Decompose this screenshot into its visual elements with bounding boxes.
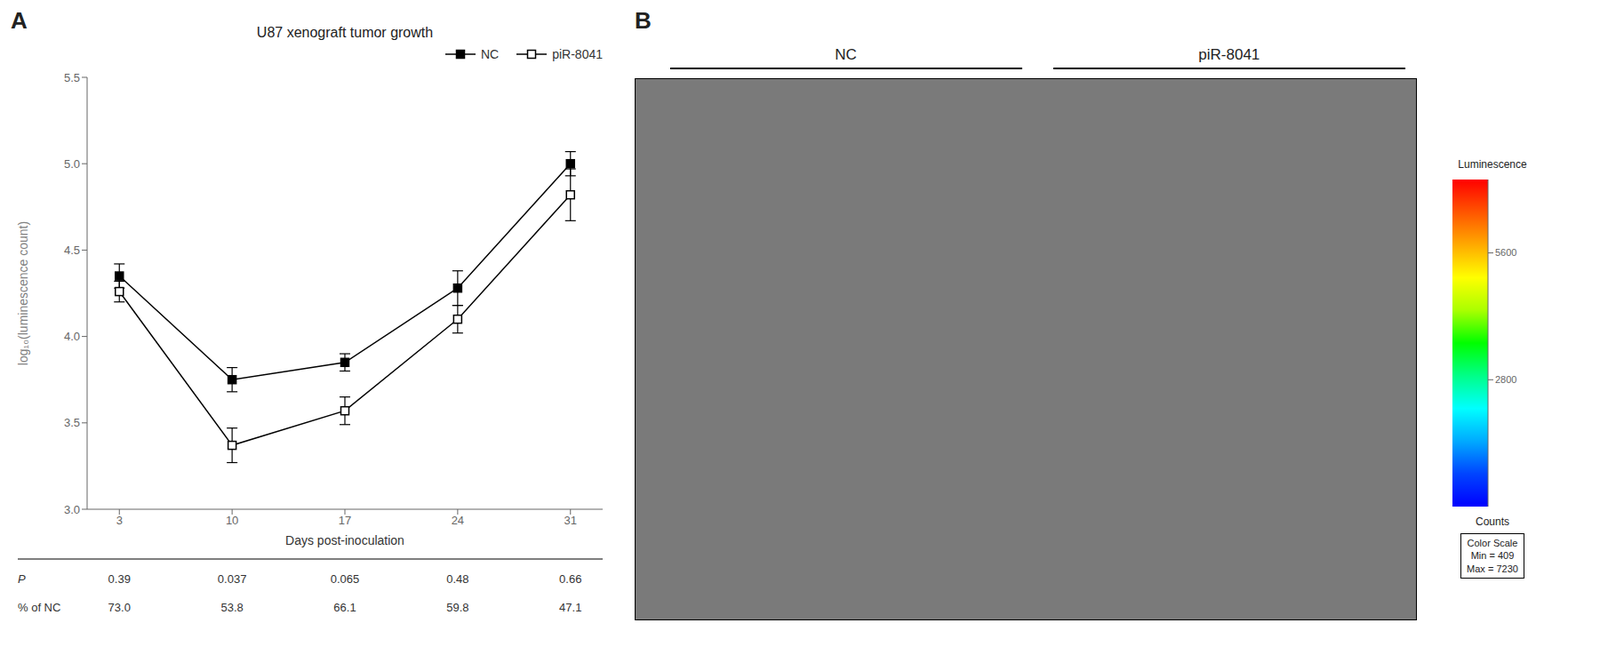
- html-text:Min = 409: Min = 409: [1470, 550, 1515, 562]
- svg-text:0.39: 0.39: [108, 572, 131, 586]
- svg-text:3.0: 3.0: [64, 503, 80, 517]
- svg-text:24: 24: [451, 513, 464, 528]
- svg-text:0.065: 0.065: [330, 572, 360, 586]
- svg-text:10: 10: [225, 513, 239, 528]
- svg-text:66.1: 66.1: [333, 600, 356, 615]
- svg-text:0.037: 0.037: [217, 572, 248, 586]
- svg-text:73.0: 73.0: [108, 600, 131, 615]
- svg-text:0.66: 0.66: [559, 572, 582, 586]
- html-text:Max = 7230: Max = 7230: [1466, 563, 1519, 574]
- svg-text:% of NC: % of NC: [17, 600, 61, 615]
- html-text:Counts: Counts: [1475, 515, 1510, 528]
- svg-text:47.1: 47.1: [559, 600, 582, 615]
- svg-text:31: 31: [564, 513, 577, 528]
- html-text:B: B: [634, 7, 652, 34]
- svg-text:53.8: 53.8: [220, 600, 243, 615]
- svg-text:17: 17: [338, 513, 352, 528]
- html-text:NC: NC: [480, 47, 499, 62]
- svg-text:0.48: 0.48: [446, 572, 469, 586]
- html-text:A: A: [10, 7, 28, 34]
- html-text:piR-8041: piR-8041: [552, 47, 603, 62]
- svg-text:Days post-inoculation: Days post-inoculation: [285, 533, 405, 548]
- html-text:Luminescence: Luminescence: [1458, 158, 1527, 171]
- html-text:U87 xenograft tumor growth: U87 xenograft tumor growth: [256, 24, 434, 40]
- html-text:NC: NC: [834, 46, 857, 64]
- svg-text:59.8: 59.8: [446, 600, 469, 615]
- svg-text:P: P: [17, 572, 26, 586]
- svg-text:5.5: 5.5: [64, 71, 80, 85]
- svg-text:5600: 5600: [1495, 247, 1517, 258]
- html-text:piR-8041: piR-8041: [1198, 46, 1260, 64]
- html-text:Color Scale: Color Scale: [1467, 537, 1518, 549]
- svg-text:4.5: 4.5: [64, 243, 80, 257]
- svg-text:4.0: 4.0: [64, 329, 80, 344]
- svg-text:5.0: 5.0: [64, 157, 80, 171]
- svg-text:log₁₀(luminescence count): log₁₀(luminescence count): [16, 221, 31, 366]
- svg-text:3: 3: [116, 513, 123, 528]
- svg-text:3.5: 3.5: [64, 416, 80, 430]
- svg-text:2800: 2800: [1495, 374, 1517, 385]
